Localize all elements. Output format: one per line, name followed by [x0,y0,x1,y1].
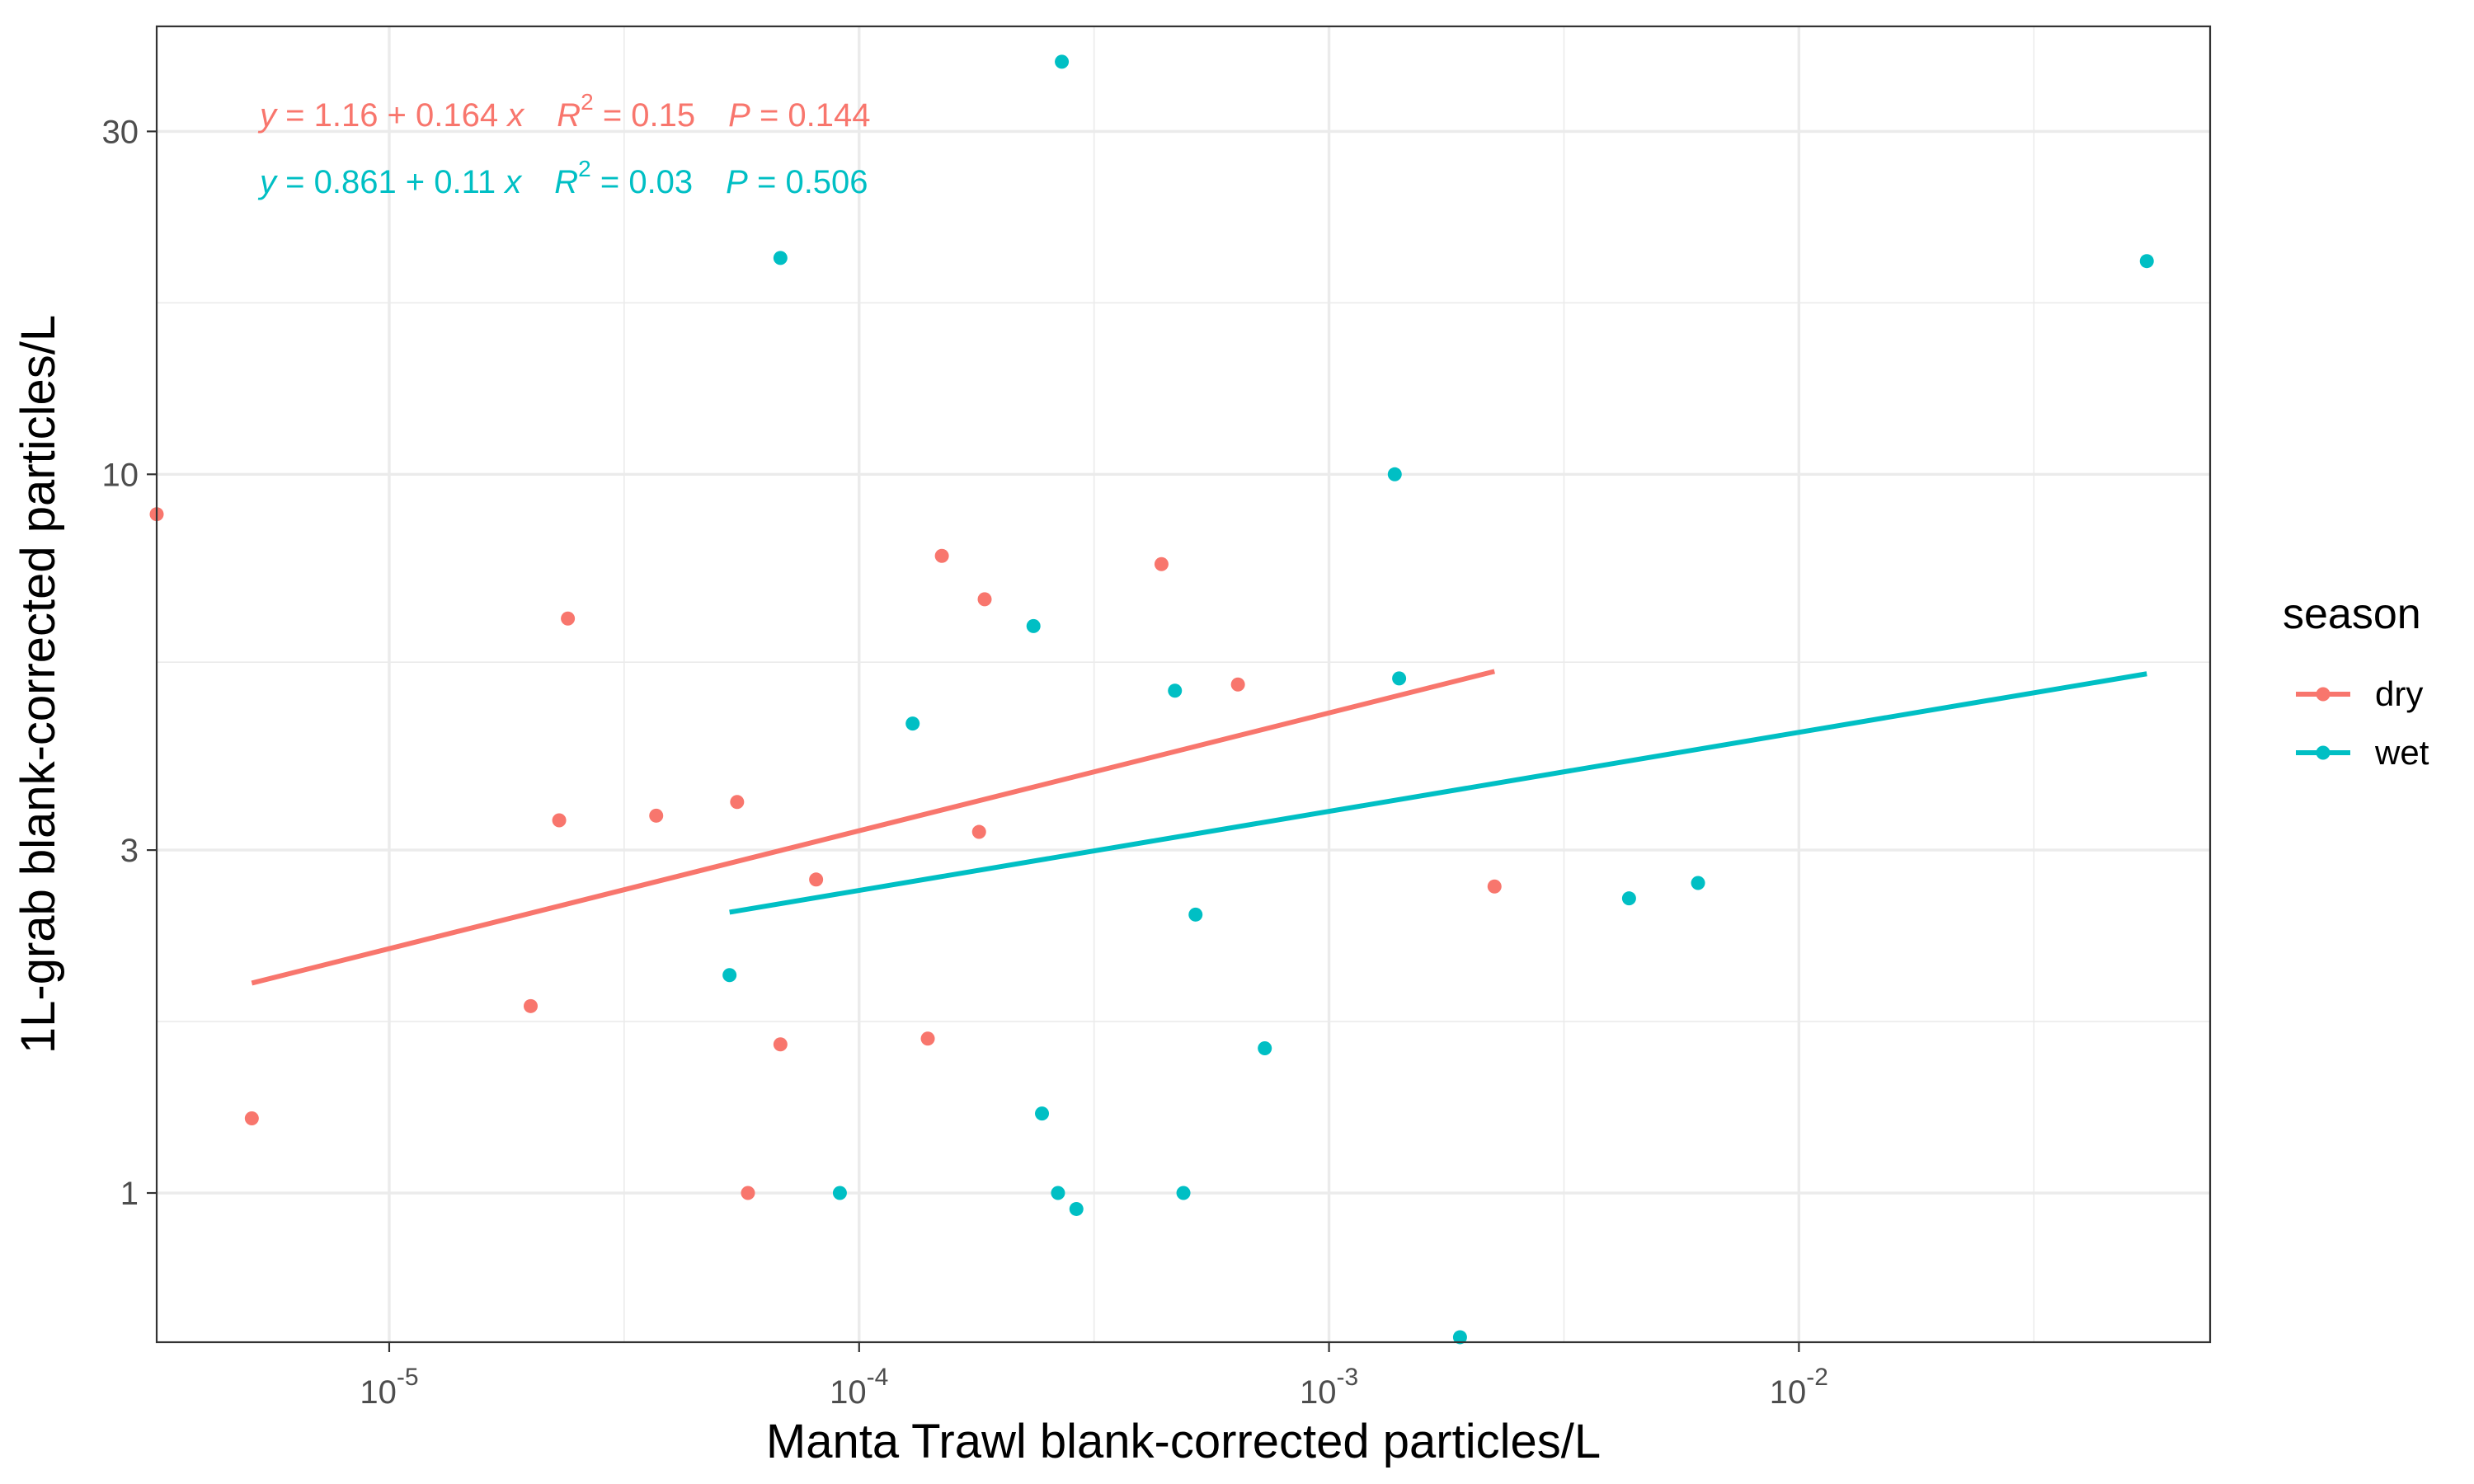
point-wet [1168,683,1183,698]
point-dry [773,1037,788,1052]
point-wet [1387,467,1402,481]
point-wet [832,1186,847,1200]
point-dry [741,1186,755,1200]
regression-equations: y = 1.16 + 0.164 x R2 = 0.15 P = 0.144 y … [257,89,871,200]
x-tick-label: 10-5 [360,1364,418,1411]
point-dry [971,824,986,839]
x-tick-label: 10-3 [1300,1364,1358,1411]
plot-panel [157,26,2210,1342]
point-dry [934,548,949,563]
point-dry [920,1031,935,1046]
legend-label-dry: dry [2375,674,2423,713]
point-wet [1691,876,1705,890]
point-wet [773,251,788,265]
y-tick-label: 3 [120,833,139,869]
grid-major [157,26,2210,1342]
point-dry [523,998,538,1013]
y-axis: 1 3 10 30 [102,114,157,1212]
legend-label-wet: wet [2374,733,2429,772]
point-dry [649,808,664,823]
point-wet [1055,54,1070,69]
data-points [149,54,2154,1345]
point-wet [1392,671,1407,686]
x-tick-label: 10-2 [1770,1364,1828,1411]
point-dry [730,795,745,810]
point-wet [722,968,737,983]
point-dry [561,611,576,626]
point-wet [1452,1330,1467,1345]
point-wet [905,716,920,731]
point-wet [2139,254,2154,269]
point-wet [1258,1040,1272,1055]
y-axis-title: 1L-grab blank-corrected particles/L [12,315,65,1054]
grid-minor [157,26,2210,1342]
point-wet [1176,1186,1191,1200]
point-dry [1230,677,1245,692]
legend-title: season [2283,590,2421,638]
y-tick-label: 30 [102,114,139,150]
y-tick-label: 10 [102,457,139,493]
point-wet [1621,891,1636,906]
point-wet [1051,1186,1065,1200]
equation-wet: y = 0.861 + 0.11 x R2 = 0.03 P = 0.506 [257,156,868,200]
fit-line-wet [729,671,2147,915]
fit-lines [251,669,2147,986]
x-axis-title: Manta Trawl blank-corrected particles/L [766,1415,1601,1468]
y-tick-label: 1 [120,1176,139,1212]
point-dry [809,872,824,887]
point-wet [1069,1201,1084,1216]
point-dry [244,1111,259,1126]
legend-key-point-wet [2316,745,2331,760]
point-dry [552,813,567,828]
legend: season dry wet [2283,590,2429,772]
point-wet [1026,618,1041,633]
point-wet [1035,1106,1050,1121]
x-tick-label: 10-4 [830,1364,888,1411]
point-dry [977,592,992,607]
point-wet [1188,907,1203,922]
fit-line-dry [251,669,1495,986]
plot-border [155,25,2212,1344]
x-axis: 10-5 10-4 10-3 10-2 [360,1342,1828,1411]
point-dry [1154,556,1169,571]
legend-key-point-dry [2316,687,2331,702]
equation-dry: y = 1.16 + 0.164 x R2 = 0.15 P = 0.144 [257,89,871,134]
point-dry [1487,879,1502,894]
